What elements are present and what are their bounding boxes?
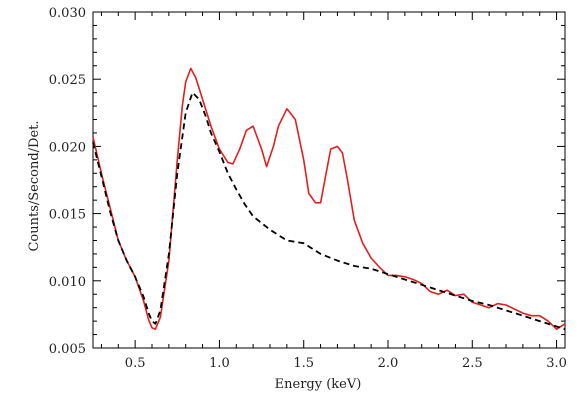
plot-frame <box>92 11 566 349</box>
x-tick-label: 2.0 <box>378 356 399 371</box>
x-axis-label: Energy (keV) <box>275 377 362 392</box>
x-tick-label: 0.5 <box>125 356 146 371</box>
y-axis-label: Counts/Second/Det. <box>27 120 42 251</box>
tick-marks <box>93 11 565 349</box>
y-tick-label: 0.025 <box>49 73 86 88</box>
y-tick-label: 0.005 <box>49 342 86 357</box>
series-line-dashed <box>92 91 566 331</box>
series-layer <box>92 67 566 331</box>
y-tick-label: 0.030 <box>49 6 86 21</box>
y-tick-label: 0.020 <box>49 140 86 155</box>
x-tick-labels: 0.5 1.0 1.5 2.0 2.5 3.0 <box>125 356 567 371</box>
x-tick-label: 1.0 <box>209 356 230 371</box>
x-tick-label: 1.5 <box>293 356 314 371</box>
y-tick-label: 0.015 <box>49 208 86 223</box>
y-tick-label: 0.010 <box>49 275 86 290</box>
y-tick-labels: 0.005 0.010 0.015 0.020 0.025 0.030 <box>49 6 86 357</box>
series-line-solid <box>92 67 566 331</box>
x-tick-label: 3.0 <box>546 356 567 371</box>
x-tick-label: 2.5 <box>462 356 483 371</box>
